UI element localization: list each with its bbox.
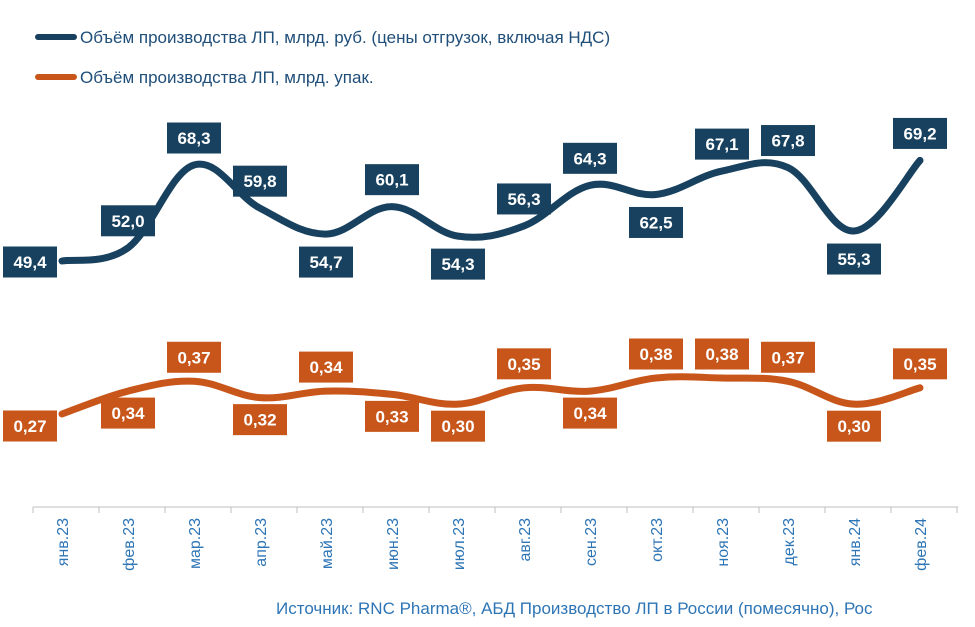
rub-data-label-13: 69,2 bbox=[903, 124, 936, 143]
rub-data-label-7: 56,3 bbox=[507, 190, 540, 209]
rub-data-label-5: 60,1 bbox=[375, 171, 408, 190]
pack-label-box-3 bbox=[233, 404, 287, 436]
x-tick-label-0: янв.23 bbox=[55, 518, 72, 566]
rub-label-box-0 bbox=[3, 246, 57, 278]
series-line-pack bbox=[58, 373, 924, 418]
x-tick-label-6: июл.23 bbox=[451, 518, 468, 570]
rub-label-box-7 bbox=[497, 183, 551, 215]
series-line-rub bbox=[58, 156, 924, 265]
rub-label-box-11 bbox=[761, 125, 815, 157]
x-tick-label-4: май.23 bbox=[319, 518, 336, 569]
rub-data-label-11: 67,8 bbox=[771, 132, 804, 151]
x-tick-label-7: авг.23 bbox=[517, 518, 534, 562]
x-axis-ticks: янв.23 фев.23 мар.23 апр.23 май.23 июн.23 июл.… bbox=[32, 507, 958, 571]
x-tick-label-3: апр.23 bbox=[253, 518, 270, 567]
pack-label-box-13 bbox=[893, 348, 947, 380]
rub-data-label-10: 67,1 bbox=[705, 135, 738, 154]
pack-label-box-7 bbox=[497, 348, 551, 380]
pack-label-box-5 bbox=[365, 400, 419, 432]
rub-data-label-9: 62,5 bbox=[639, 213, 672, 232]
rub-label-box-1 bbox=[101, 205, 155, 237]
pack-label-box-10 bbox=[695, 338, 749, 370]
pack-data-label-9: 0,38 bbox=[639, 345, 672, 364]
legend-item-pack: Объём производства ЛП, млрд. упак. bbox=[35, 68, 374, 87]
x-tick-label-9: окт.23 bbox=[649, 518, 666, 562]
x-tick-label-11: дек.23 bbox=[781, 518, 798, 566]
pack-data-label-4: 0,34 bbox=[309, 358, 343, 377]
rub-data-label-12: 55,3 bbox=[837, 250, 870, 269]
pack-data-label-2: 0,37 bbox=[177, 348, 210, 367]
legend-label-pack: Объём производства ЛП, млрд. упак. bbox=[80, 68, 374, 87]
rub-data-label-8: 64,3 bbox=[573, 149, 606, 168]
pack-label-box-4 bbox=[299, 351, 353, 383]
pack-label-box-9 bbox=[629, 338, 683, 370]
x-tick-label-13: фев.24 bbox=[913, 518, 930, 571]
rub-label-box-3 bbox=[233, 165, 287, 197]
pack-data-label-7: 0,35 bbox=[507, 355, 540, 374]
x-tick-label-2: мар.23 bbox=[187, 518, 204, 569]
pack-label-box-2 bbox=[167, 341, 221, 373]
pack-label-box-6 bbox=[431, 410, 485, 442]
rub-label-box-10 bbox=[695, 128, 749, 160]
pack-data-label-11: 0,37 bbox=[771, 348, 804, 367]
pack-data-label-1: 0,34 bbox=[111, 404, 145, 423]
legend-label-rub: Объём производства ЛП, млрд. руб. (цены … bbox=[80, 28, 610, 47]
pack-data-label-6: 0,30 bbox=[441, 417, 474, 436]
pack-data-label-8: 0,34 bbox=[573, 404, 607, 423]
x-tick-label-12: янв.24 bbox=[847, 518, 864, 566]
pack-data-label-3: 0,32 bbox=[243, 411, 276, 430]
pack-data-label-10: 0,38 bbox=[705, 345, 738, 364]
data-labels-pack: 0,27 0,34 0,37 0,32 0,34 0,33 0,30 0,35 0,34 0,38… bbox=[3, 338, 947, 442]
pack-data-label-12: 0,30 bbox=[837, 417, 870, 436]
x-tick-label-1: фев.23 bbox=[121, 518, 138, 571]
rub-data-label-6: 54,3 bbox=[441, 255, 474, 274]
x-tick-label-10: ноя.23 bbox=[715, 518, 732, 567]
pack-label-box-12 bbox=[827, 410, 881, 442]
source-note: Источник: RNC Pharma®, АБД Производство … bbox=[276, 599, 873, 618]
pack-label-box-1 bbox=[101, 397, 155, 429]
rub-data-label-1: 52,0 bbox=[111, 212, 144, 231]
legend: Объём производства ЛП, млрд. руб. (цены … bbox=[35, 28, 610, 87]
rub-label-box-13 bbox=[893, 117, 947, 149]
pack-label-box-11 bbox=[761, 341, 815, 373]
rub-data-label-4: 54,7 bbox=[309, 253, 342, 272]
rub-label-box-2 bbox=[167, 122, 221, 154]
rub-label-box-12 bbox=[827, 243, 881, 275]
rub-data-label-3: 59,8 bbox=[243, 172, 276, 191]
rub-label-box-5 bbox=[365, 164, 419, 196]
rub-data-label-0: 49,4 bbox=[13, 253, 47, 272]
pack-data-label-5: 0,33 bbox=[375, 407, 408, 426]
pack-data-label-0: 0,27 bbox=[13, 417, 46, 436]
rub-label-box-9 bbox=[629, 206, 683, 238]
pack-label-box-8 bbox=[563, 397, 617, 429]
rub-label-box-4 bbox=[299, 246, 353, 278]
x-tick-label-5: июн.23 bbox=[385, 518, 402, 570]
x-tick-label-8: сен.23 bbox=[583, 518, 600, 566]
pack-data-label-13: 0,35 bbox=[903, 355, 936, 374]
rub-label-box-6 bbox=[431, 248, 485, 280]
pack-label-box-0 bbox=[3, 410, 57, 442]
legend-item-rub: Объём производства ЛП, млрд. руб. (цены … bbox=[35, 28, 610, 47]
data-labels-rub: 49,4 52,0 68,3 59,8 54,7 60,1 54,3 56,3 64,3 62,5… bbox=[3, 117, 947, 280]
rub-label-box-8 bbox=[563, 142, 617, 174]
rub-data-label-2: 68,3 bbox=[177, 129, 210, 148]
